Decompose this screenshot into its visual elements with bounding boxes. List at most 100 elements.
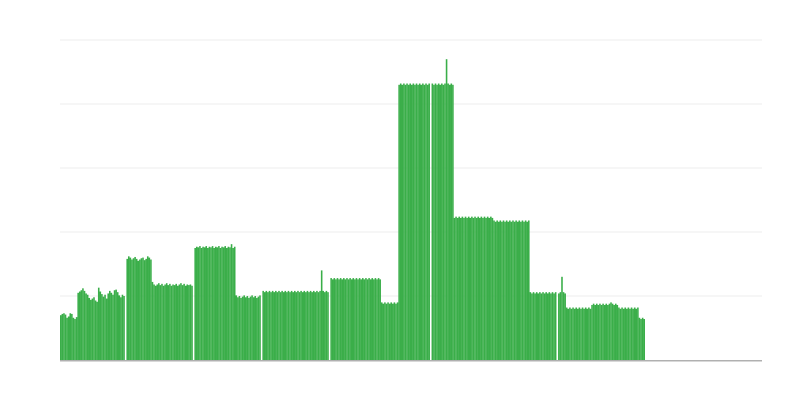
bar[interactable] [393,302,396,360]
bar[interactable] [80,290,83,360]
bar[interactable] [336,278,339,360]
bar[interactable] [317,292,320,360]
bar[interactable] [428,83,430,361]
bar[interactable] [466,217,468,360]
bar[interactable] [200,248,203,360]
bar[interactable] [134,256,136,360]
bar[interactable] [497,221,500,360]
bar[interactable] [543,293,546,360]
bar[interactable] [388,303,391,360]
bar[interactable] [553,293,555,360]
bar[interactable] [586,308,589,360]
bar[interactable] [444,83,446,361]
bar[interactable] [602,303,604,360]
bar[interactable] [235,295,238,360]
bar[interactable] [478,217,481,360]
bar[interactable] [349,278,351,360]
bar[interactable] [123,296,125,360]
bar[interactable] [354,279,356,360]
bar[interactable] [67,316,70,360]
bar[interactable] [324,292,326,360]
bar[interactable] [483,216,486,360]
bar[interactable] [401,84,404,361]
bar[interactable] [456,217,459,360]
bar[interactable] [379,279,381,360]
bar[interactable] [565,307,568,360]
bar[interactable] [298,292,301,360]
bar[interactable] [546,293,549,360]
bar[interactable] [420,84,423,361]
bar[interactable] [573,308,576,360]
bar[interactable] [82,288,84,360]
bar[interactable] [577,308,579,360]
bar[interactable] [618,307,620,360]
bar[interactable] [418,83,421,361]
bar[interactable] [297,290,299,360]
bar[interactable] [535,292,538,360]
bar[interactable] [505,220,508,360]
bar[interactable] [513,221,516,360]
bar[interactable] [614,303,617,360]
bar[interactable] [433,84,435,361]
bar[interactable] [284,290,287,360]
bar[interactable] [395,303,397,360]
bar[interactable] [99,291,102,360]
bar[interactable] [417,84,419,361]
bar[interactable] [450,83,453,361]
bar[interactable] [325,290,328,360]
bar[interactable] [599,303,601,360]
bar[interactable] [151,281,154,360]
bar[interactable] [490,216,492,360]
bar[interactable] [550,293,552,360]
bar[interactable] [600,304,603,360]
bar[interactable] [621,307,623,360]
bar[interactable] [368,278,370,360]
bar[interactable] [512,220,514,360]
bar[interactable] [373,279,375,360]
bar[interactable] [414,84,416,361]
bar[interactable] [311,292,313,360]
bar[interactable] [575,307,578,360]
bar[interactable] [474,216,476,360]
bar[interactable] [491,217,494,360]
bar[interactable] [305,292,307,360]
bar[interactable] [213,248,215,360]
bar[interactable] [509,220,511,360]
bar[interactable] [580,308,582,360]
bar[interactable] [232,248,234,360]
bar[interactable] [132,258,135,360]
bar[interactable] [494,221,497,360]
bar[interactable] [357,279,359,360]
bar[interactable] [268,290,271,360]
bar[interactable] [572,307,574,360]
bar[interactable] [423,84,426,361]
bar[interactable] [567,308,570,360]
bar[interactable] [246,296,249,360]
bar[interactable] [240,297,242,360]
bar[interactable] [221,246,223,360]
bar[interactable] [241,296,244,360]
bar[interactable] [578,307,581,360]
bar[interactable] [361,278,364,360]
bar[interactable] [499,220,502,360]
bar[interactable] [91,298,94,360]
bar[interactable] [75,317,78,360]
bar[interactable] [426,84,429,361]
bar[interactable] [412,83,415,361]
bar[interactable] [524,220,527,360]
bar[interactable] [69,313,72,360]
bar[interactable] [121,294,124,360]
bar[interactable] [569,307,571,360]
bar[interactable] [510,221,513,360]
bar[interactable] [469,217,472,360]
bar[interactable] [532,292,535,360]
bar[interactable] [501,221,503,360]
bar[interactable] [289,292,291,360]
bar[interactable] [64,314,67,360]
bar[interactable] [78,291,81,360]
bar[interactable] [183,283,185,360]
bar[interactable] [520,221,522,360]
bar[interactable] [88,297,91,360]
bar[interactable] [390,302,393,360]
bar[interactable] [115,289,117,360]
